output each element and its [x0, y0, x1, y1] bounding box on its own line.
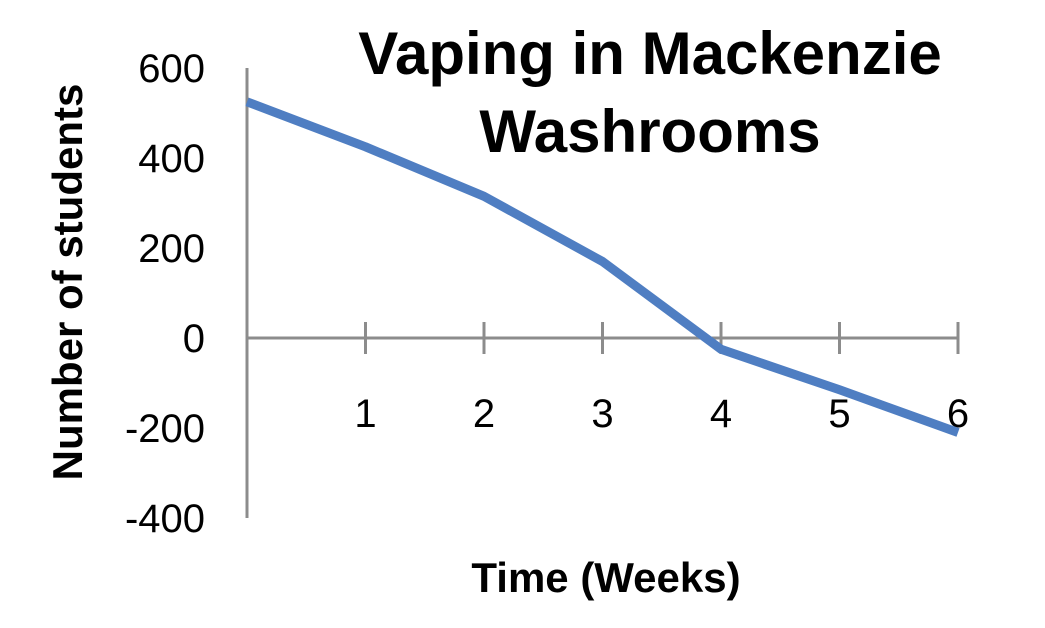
y-axis-title: Number of students — [44, 84, 91, 481]
y-tick-label: 0 — [183, 317, 205, 361]
y-tick-label: -400 — [125, 497, 205, 541]
chart-title-line-2: Washrooms — [479, 98, 820, 165]
x-tick-label: 4 — [710, 392, 732, 436]
x-tick-label: 3 — [591, 392, 613, 436]
y-tick-label: -200 — [125, 407, 205, 451]
chart-title: Vaping in Mackenzie Washrooms — [358, 20, 942, 165]
x-tick-label: 5 — [828, 392, 850, 436]
x-tick-label: 1 — [354, 392, 376, 436]
y-tick-label: 400 — [138, 137, 205, 181]
x-tick-label: 6 — [947, 392, 969, 436]
x-axis: 1 2 3 4 5 6 — [247, 322, 969, 436]
y-tick-label: 600 — [138, 47, 205, 91]
x-axis-title: Time (Weeks) — [471, 554, 740, 601]
y-axis: 600 400 200 0 -200 -400 — [125, 47, 249, 541]
series-layer — [245, 97, 960, 437]
y-tick-label: 200 — [138, 227, 205, 271]
x-tick-label: 2 — [473, 392, 495, 436]
series-line-0 — [245, 97, 960, 437]
chart-title-line-1: Vaping in Mackenzie — [358, 20, 942, 87]
